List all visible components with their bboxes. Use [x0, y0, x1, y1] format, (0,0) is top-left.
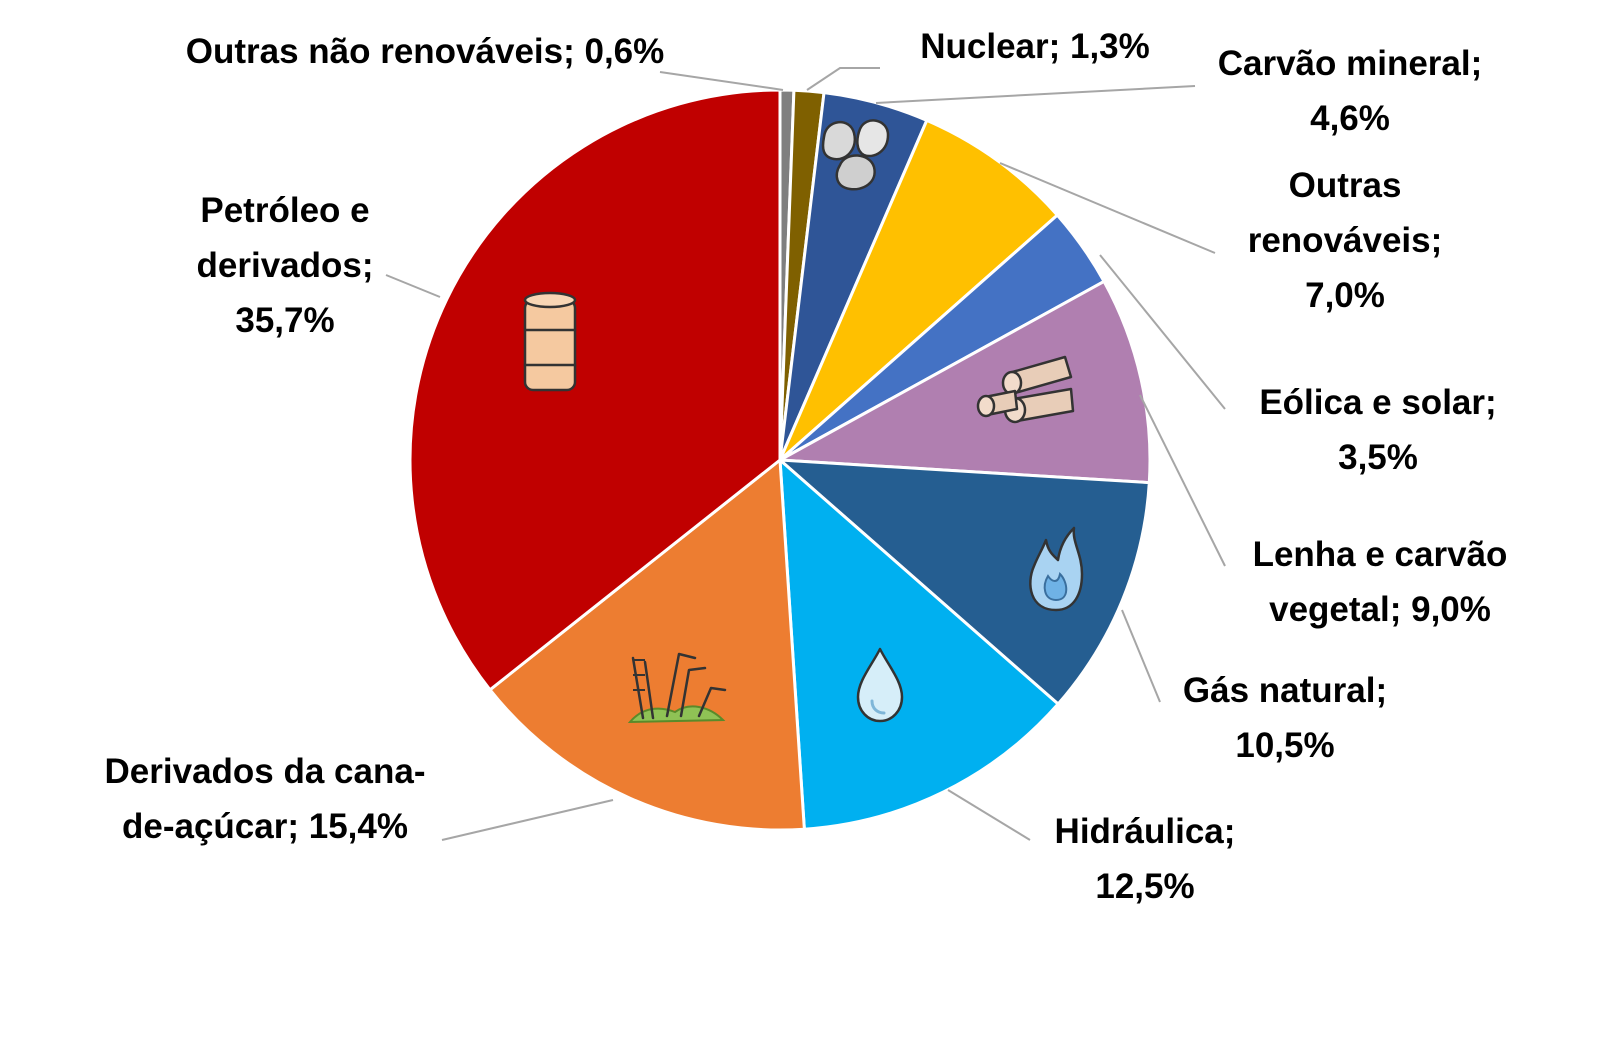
coal-icon	[821, 119, 890, 191]
data-label-line: 3,5%	[1338, 438, 1418, 477]
firewood-icon	[976, 355, 1075, 424]
data-label-eolica-e-solar: Eólica e solar; 3,5%	[1259, 383, 1496, 477]
data-label-petroleo-e-derivados: Petróleo e derivados; 35,7%	[197, 191, 374, 340]
data-label-line: renováveis;	[1248, 221, 1443, 260]
data-label-line: 10,5%	[1235, 726, 1334, 765]
pie-slice-petroleo-e-derivados	[408, 88, 782, 692]
data-label-line: Petróleo e	[200, 191, 369, 230]
data-label-derivados-da-cana-de-acucar: Derivados da cana-de-açúcar; 15,4%	[105, 752, 426, 846]
data-label-line: Lenha e carvão	[1253, 535, 1508, 574]
data-label-line: Nuclear; 1,3%	[920, 27, 1150, 66]
leader-line-outras-nao-renovaveis	[659, 71, 784, 91]
flame-icon	[1029, 526, 1084, 612]
data-label-outras-renovaveis: Outras renováveis; 7,0%	[1248, 166, 1443, 315]
data-label-line: 7,0%	[1305, 276, 1385, 315]
pie-slice-outras-renovaveis	[778, 118, 1060, 462]
data-label-line: de-açúcar; 15,4%	[122, 807, 408, 846]
leader-line-derivados-da-cana-de-acucar	[441, 799, 614, 841]
data-label-line: Hidráulica;	[1055, 812, 1236, 851]
data-label-line: Eólica e solar;	[1259, 383, 1496, 422]
slice-icons	[523, 119, 1084, 724]
data-label-lenha-e-carvao-vegetal: Lenha e carvão vegetal; 9,0%	[1253, 535, 1508, 629]
pie-slices	[408, 88, 1152, 832]
data-label-line: vegetal; 9,0%	[1269, 590, 1491, 629]
leader-line-outras-renovaveis	[999, 162, 1216, 254]
leader-line-gas-natural	[1121, 609, 1161, 703]
data-label-line: derivados;	[197, 246, 374, 285]
data-label-line: Carvão mineral;	[1218, 44, 1483, 83]
leader-lines	[385, 67, 1226, 841]
pie-slice-derivados-da-cana-de-acucar	[487, 457, 806, 832]
pie-slice-gas-natural	[775, 458, 1151, 707]
data-label-line: Outras	[1289, 166, 1402, 205]
leader-line-nuclear	[806, 67, 880, 91]
pie-slice-hidraulica	[778, 456, 1061, 831]
leader-line-lenha-e-carvao-vegetal	[1139, 394, 1226, 567]
data-label-nuclear: Nuclear; 1,3%	[920, 27, 1150, 66]
data-label-gas-natural: Gás natural; 10,5%	[1183, 671, 1387, 765]
data-label-line: Outras não renováveis; 0,6%	[186, 32, 665, 71]
data-label-line: Derivados da cana-	[105, 752, 426, 791]
data-label-line: Gás natural;	[1183, 671, 1387, 710]
data-label-line: 4,6%	[1310, 99, 1390, 138]
data-labels: Outras não renováveis; 0,6% Nuclear; 1,3%…	[105, 27, 1508, 906]
leader-line-petroleo-e-derivados	[385, 274, 441, 298]
data-label-outras-nao-renovaveis: Outras não renováveis; 0,6%	[186, 32, 665, 71]
pie-slice-lenha-e-carvao-vegetal	[774, 279, 1152, 485]
data-label-carvao-mineral: Carvão mineral; 4,6%	[1218, 44, 1483, 138]
data-label-hidraulica: Hidráulica; 12,5%	[1055, 812, 1236, 906]
leader-line-carvao-mineral	[875, 85, 1196, 104]
data-label-line: 35,7%	[235, 301, 334, 340]
data-label-line: 12,5%	[1095, 867, 1194, 906]
water-drop-icon	[856, 647, 904, 723]
leader-line-hidraulica	[947, 789, 1031, 841]
sugarcane-icon	[627, 652, 727, 724]
oil-barrel-icon	[523, 291, 577, 392]
leader-line-eolica-e-solar	[1099, 254, 1226, 410]
